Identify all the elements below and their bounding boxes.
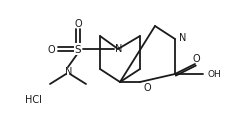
Text: O: O (144, 82, 152, 92)
Text: O: O (47, 45, 55, 55)
Text: S: S (75, 45, 81, 55)
Text: O: O (74, 19, 82, 29)
Text: N: N (115, 44, 123, 54)
Text: N: N (179, 33, 186, 43)
Text: OH: OH (207, 70, 221, 79)
Text: O: O (192, 54, 200, 63)
Text: HCl: HCl (25, 94, 42, 104)
Text: N: N (65, 66, 73, 76)
